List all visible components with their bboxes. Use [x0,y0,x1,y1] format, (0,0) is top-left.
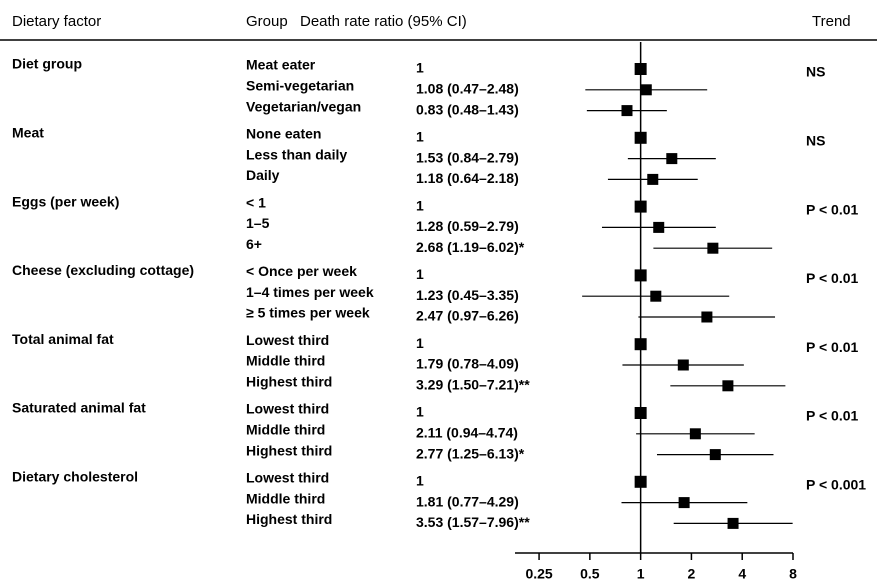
group-label: Highest third [246,374,332,390]
x-tick-label: 1 [637,566,645,582]
factor-label: Cheese (excluding cottage) [12,262,194,278]
header: Trend [812,13,851,30]
ratio-label: 1.18 (0.64–2.18) [416,170,519,186]
estimate [634,338,647,351]
factor-label: Eggs (per week) [12,193,119,209]
group-label: Daily [246,167,280,183]
group-label: Lowest third [246,470,329,486]
ratio-label: 1 [416,335,424,351]
estimate [701,311,713,323]
group-label: None eaten [246,126,321,142]
estimate [621,105,633,117]
group-label: < Once per week [246,263,357,279]
factor-label: Meat [12,125,44,141]
estimate [640,84,652,96]
ratio-label: 1.79 (0.78–4.09) [416,356,519,372]
ratio-label: 2.11 (0.94–4.74) [416,425,518,441]
group-label: 6+ [246,236,262,252]
group-label: < 1 [246,194,266,210]
x-tick-label: 4 [738,566,746,582]
estimate [647,173,659,185]
estimate [634,200,647,213]
group-label: Middle third [246,353,325,369]
group-label: Middle third [246,422,325,438]
header: Group [246,13,288,30]
factor-label: Saturated animal fat [12,400,146,416]
ratio-label: 1 [416,197,424,213]
group-label: Highest third [246,442,332,458]
group-label: Meat eater [246,57,316,73]
x-tick-label: 2 [688,566,696,582]
ratio-label: 3.29 (1.50–7.21)** [416,377,530,393]
estimate [634,475,647,488]
ratio-label: 2.68 (1.19–6.02)* [416,239,525,255]
ratio-label: 1 [416,473,424,489]
group-label: Lowest third [246,401,329,417]
group-label: Semi-vegetarian [246,78,354,94]
estimate [677,359,689,371]
trend-label: NS [806,64,825,80]
ratio-label: 1.81 (0.77–4.29) [416,493,519,509]
factor-label: Diet group [12,56,82,72]
estimate [634,269,647,282]
ratio-label: 1.28 (0.59–2.79) [416,218,519,234]
trend-label: NS [806,133,825,149]
ratio-label: 1 [416,60,424,76]
ratio-label: 3.53 (1.57–7.96)** [416,514,530,530]
estimate [707,242,719,254]
x-tick-label: 8 [789,566,797,582]
estimate [722,380,734,392]
estimate [727,517,739,529]
trend-label: P < 0.01 [806,201,859,217]
factor-label: Dietary cholesterol [12,469,138,485]
trend-label: P < 0.01 [806,408,859,424]
x-tick-label: 0.5 [580,566,600,582]
group-label: 1–5 [246,215,270,231]
x-tick-label: 0.25 [525,566,552,582]
ratio-label: 2.47 (0.97–6.26) [416,308,519,324]
ratio-label: 1.08 (0.47–2.48) [416,81,519,97]
ratio-label: 2.77 (1.25–6.13)* [416,445,525,461]
ratio-label: 1.53 (0.84–2.79) [416,149,519,165]
estimate [653,221,665,233]
group-label: Lowest third [246,332,329,348]
estimate [634,131,647,144]
group-label: Middle third [246,490,325,506]
trend-label: P < 0.01 [806,339,859,355]
group-label: Less than daily [246,146,347,162]
trend-label: P < 0.001 [806,477,866,493]
ratio-label: 0.83 (0.48–1.43) [416,101,519,117]
ratio-label: 1 [416,266,424,282]
group-label: ≥ 5 times per week [246,305,370,321]
estimate [689,428,701,440]
estimate [666,153,678,165]
estimate [678,497,690,509]
trend-label: P < 0.01 [806,270,859,286]
ratio-label: 1.23 (0.45–3.35) [416,287,519,303]
factor-label: Total animal fat [12,331,114,347]
estimate [650,290,662,302]
header: Dietary factor [12,13,101,30]
ratio-label: 1 [416,404,424,420]
header: Death rate ratio (95% CI) [300,13,467,30]
group-label: Vegetarian/vegan [246,98,361,114]
group-label: Highest third [246,511,332,527]
estimate [634,407,647,419]
ratio-label: 1 [416,129,424,145]
estimate [634,63,647,75]
group-label: 1–4 times per week [246,284,374,300]
estimate [709,449,721,461]
